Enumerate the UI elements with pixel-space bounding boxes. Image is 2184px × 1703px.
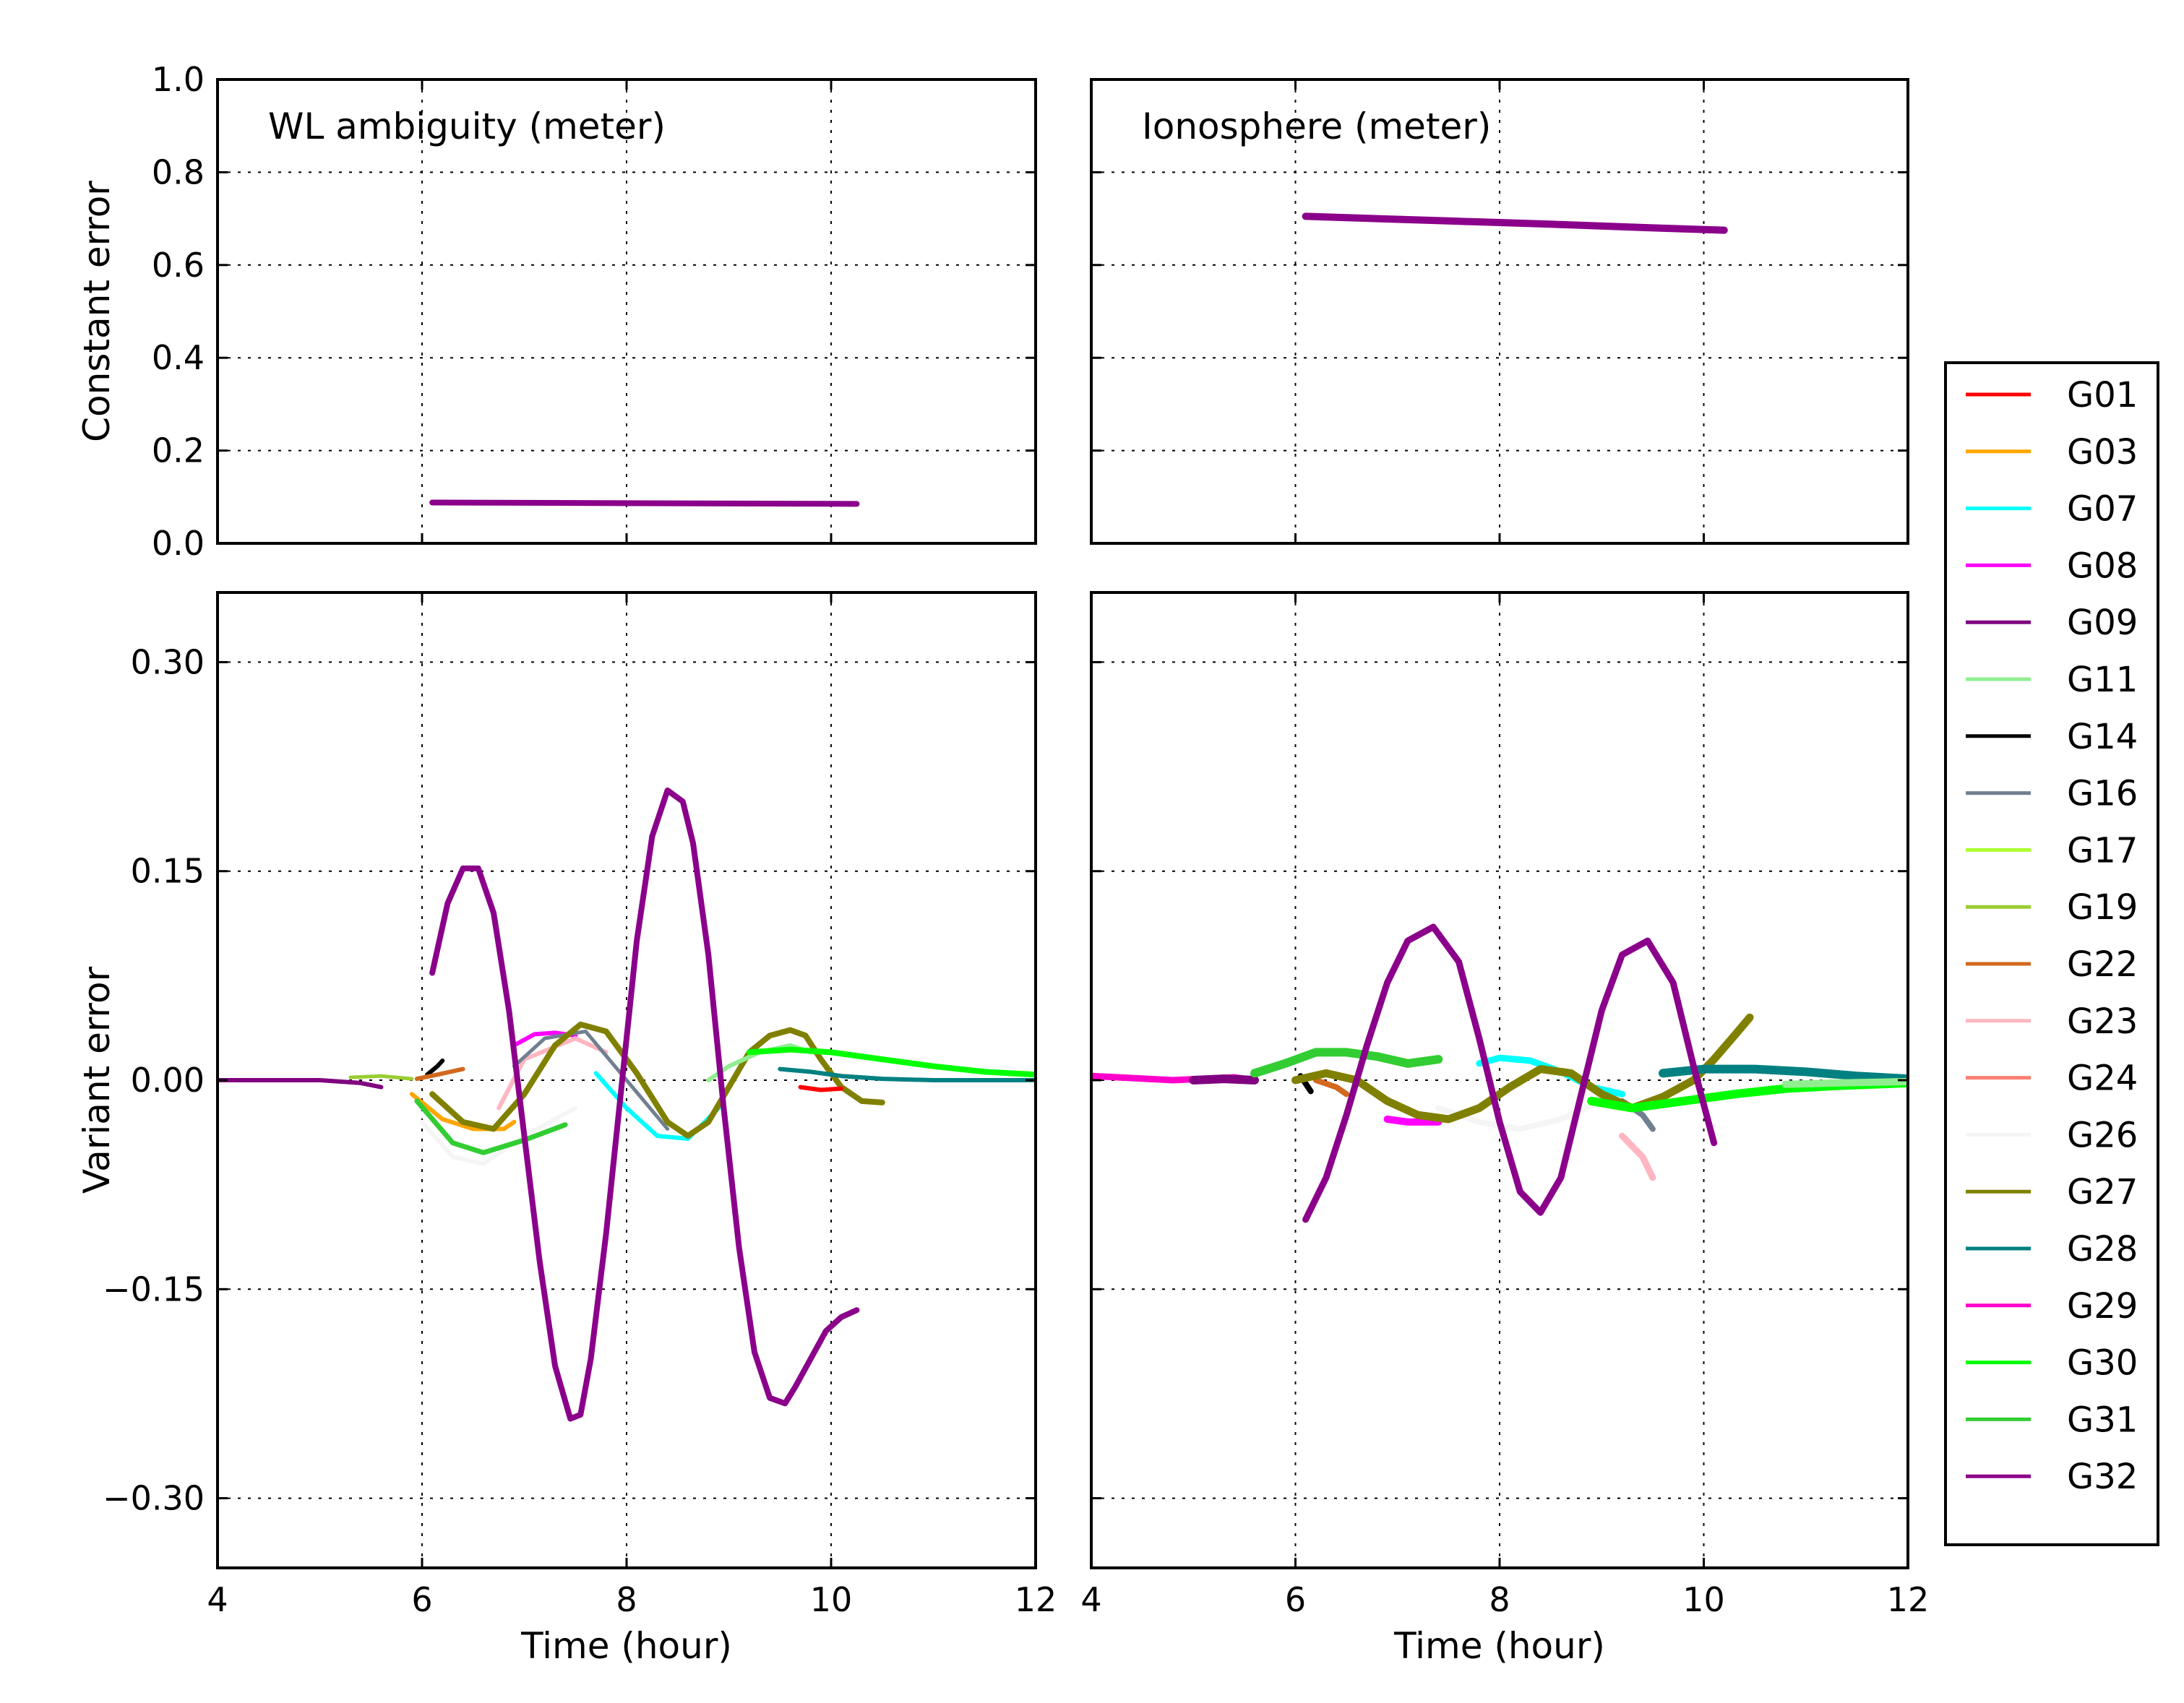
y-tick-label: −0.30 — [103, 1479, 205, 1518]
y-tick-label: −0.15 — [103, 1269, 205, 1308]
series-line-g30 — [1587, 1078, 1908, 1113]
series-line-g27 — [429, 1021, 885, 1139]
legend-label: G17 — [2067, 830, 2138, 871]
x-tick-label: 12 — [1015, 1580, 1057, 1619]
panel-title: Ionosphere (meter) — [1142, 105, 1491, 147]
series-line-g03 — [409, 1092, 517, 1131]
y-tick-label: 0.30 — [131, 642, 205, 681]
y-tick-label: 0.15 — [131, 852, 205, 891]
series-line-g09 — [218, 1078, 384, 1090]
y-tick-label: 0.0 — [152, 524, 205, 563]
series-line-g22 — [1312, 1077, 1350, 1098]
series-line-g32 — [429, 787, 860, 1422]
series-line-g31 — [1250, 1048, 1443, 1078]
series-line-g08 — [1383, 1116, 1443, 1126]
x-tick-label: 6 — [1285, 1580, 1306, 1619]
series-line-g16 — [512, 1030, 670, 1131]
legend-label: G19 — [2067, 887, 2138, 928]
x-tick-label: 10 — [1682, 1580, 1725, 1619]
legend-label: G11 — [2067, 660, 2138, 700]
series-line-g30 — [746, 1046, 1036, 1078]
legend-label: G27 — [2067, 1172, 2138, 1212]
series-line-g31 — [414, 1098, 568, 1155]
series-line-g11 — [1781, 1077, 1908, 1088]
legend-label: G30 — [2067, 1343, 2138, 1384]
x-tick-label: 8 — [1489, 1580, 1510, 1619]
axes-frame — [216, 78, 1037, 545]
x-tick-label: 8 — [616, 1580, 637, 1619]
y-axis-label: Variant error — [76, 966, 118, 1194]
legend-label: G09 — [2067, 603, 2138, 643]
y-tick-label: 1.0 — [152, 60, 205, 99]
series-line-g26 — [420, 1105, 578, 1166]
legend-label: G14 — [2067, 717, 2138, 757]
legend-label: G07 — [2067, 489, 2138, 530]
legend-label: G08 — [2067, 546, 2138, 586]
legend-label: G26 — [2067, 1115, 2138, 1155]
x-tick-label: 4 — [1080, 1580, 1101, 1619]
y-axis-label: Constant error — [76, 181, 118, 442]
y-tick-label: 0.2 — [152, 431, 205, 470]
axes-frame — [1090, 78, 1909, 545]
series-line-g09 — [1189, 1074, 1259, 1085]
x-tick-label: 6 — [411, 1580, 432, 1619]
legend-label: G31 — [2067, 1400, 2138, 1440]
panel-ionosphere-variant: 4 6 8 10 12 Time (hour) — [1080, 591, 1930, 1667]
series-line-g22 — [414, 1066, 465, 1082]
x-tick-label: 12 — [1887, 1580, 1930, 1619]
series-line-g32 — [1302, 923, 1718, 1223]
panel-wl-ambiguity-constant: 0.0 0.2 0.4 0.6 0.8 1.0 WL ambiguity (meter) Co… — [76, 60, 1037, 563]
series-line-g32 — [1302, 212, 1728, 234]
legend-label: G01 — [2067, 375, 2138, 415]
series-line-g28 — [778, 1066, 1036, 1082]
series-line-g14 — [425, 1059, 445, 1077]
series-line-g19 — [348, 1074, 414, 1081]
legend-label: G22 — [2067, 944, 2138, 985]
series-line-g23 — [1619, 1132, 1656, 1181]
x-tick-label: 10 — [810, 1580, 853, 1619]
x-axis-label: Time (hour) — [1393, 1625, 1605, 1667]
series-line-g01 — [798, 1085, 844, 1092]
panel-title: WL ambiguity (meter) — [268, 105, 666, 147]
legend-label: G16 — [2067, 774, 2138, 814]
legend-label: G24 — [2067, 1059, 2138, 1099]
panel-ionosphere-constant: Ionosphere (meter) — [1090, 78, 1909, 545]
x-tick-label: 4 — [207, 1580, 228, 1619]
legend-label: G32 — [2067, 1457, 2138, 1497]
y-tick-label: 0.6 — [152, 246, 205, 285]
panel-wl-ambiguity-variant: −0.30 −0.15 0.00 0.15 0.30 4 6 8 10 12 Variant err… — [76, 591, 1057, 1667]
series-line-g32 — [429, 499, 860, 507]
legend-label: G03 — [2067, 432, 2138, 473]
y-tick-label: 0.4 — [152, 338, 205, 377]
legend-frame — [1944, 361, 2159, 1546]
y-tick-label: 0.8 — [152, 152, 205, 191]
y-tick-label: 0.00 — [131, 1061, 205, 1100]
x-axis-label: Time (hour) — [520, 1625, 732, 1667]
legend-label: G29 — [2067, 1286, 2138, 1327]
legend: G01 G03 G07 G08 G09 G11 G14 G16 G17 G19 G22 G23 G24 G… — [1944, 361, 2159, 1546]
legend-label: G23 — [2067, 1001, 2138, 1042]
legend-label: G28 — [2067, 1229, 2138, 1269]
